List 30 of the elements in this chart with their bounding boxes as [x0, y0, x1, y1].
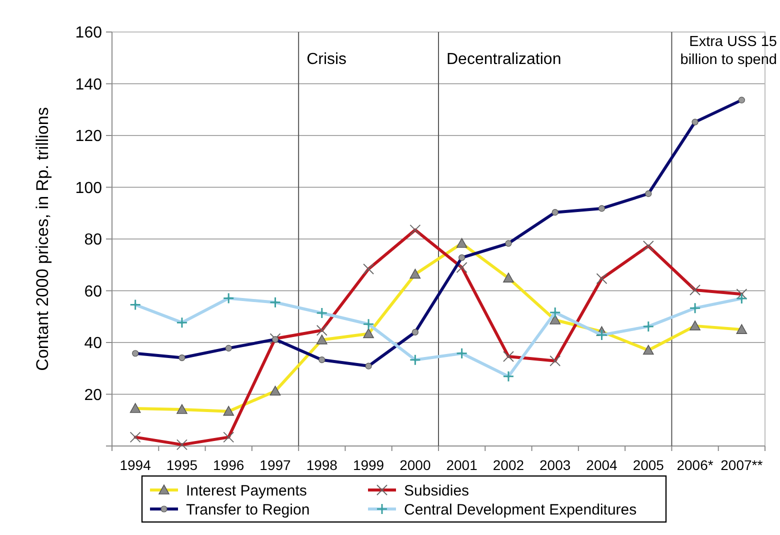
x-tick-label: 1994 — [120, 457, 152, 473]
y-tick-label: 140 — [75, 76, 102, 94]
legend-label: Central Development Expenditures — [404, 501, 637, 518]
y-axis-title: Contant 2000 prices, in Rp. trillions — [33, 107, 52, 371]
x-tick-label: 1995 — [166, 457, 198, 473]
y-tick-label: 120 — [75, 128, 102, 146]
x-tick-label: 2001 — [446, 457, 478, 473]
legend-label: Interest Payments — [186, 482, 307, 500]
y-tick-label: 160 — [75, 24, 102, 42]
x-tick-label: 2000 — [400, 457, 431, 473]
x-tick-label: 1998 — [306, 457, 338, 473]
x-tick-label: 2007** — [720, 457, 764, 473]
annotation: Extra USS 15 billion to spend — [680, 34, 777, 68]
x-tick-label: 2004 — [586, 457, 618, 473]
y-tick-label: 60 — [84, 283, 102, 300]
y-tick-label: 40 — [84, 335, 102, 352]
annotation: Decentralization — [446, 51, 562, 68]
x-tick-label: 1996 — [213, 457, 244, 473]
x-tick-label: 2006* — [676, 457, 714, 473]
x-tick-label: 2002 — [492, 457, 524, 473]
annotation: Crisis — [306, 51, 347, 68]
y-tick-label: 100 — [75, 180, 102, 197]
x-tick-label: 1999 — [352, 457, 384, 473]
y-tick-label: 80 — [84, 232, 102, 249]
legend-label: Transfer to Region — [186, 501, 310, 518]
legend-label: Subsidies — [404, 482, 470, 500]
x-tick-label: 2003 — [540, 457, 571, 473]
y-tick-label: 20 — [84, 386, 102, 404]
x-tick-label: 2005 — [632, 457, 664, 473]
x-tick-label: 1997 — [260, 457, 292, 473]
